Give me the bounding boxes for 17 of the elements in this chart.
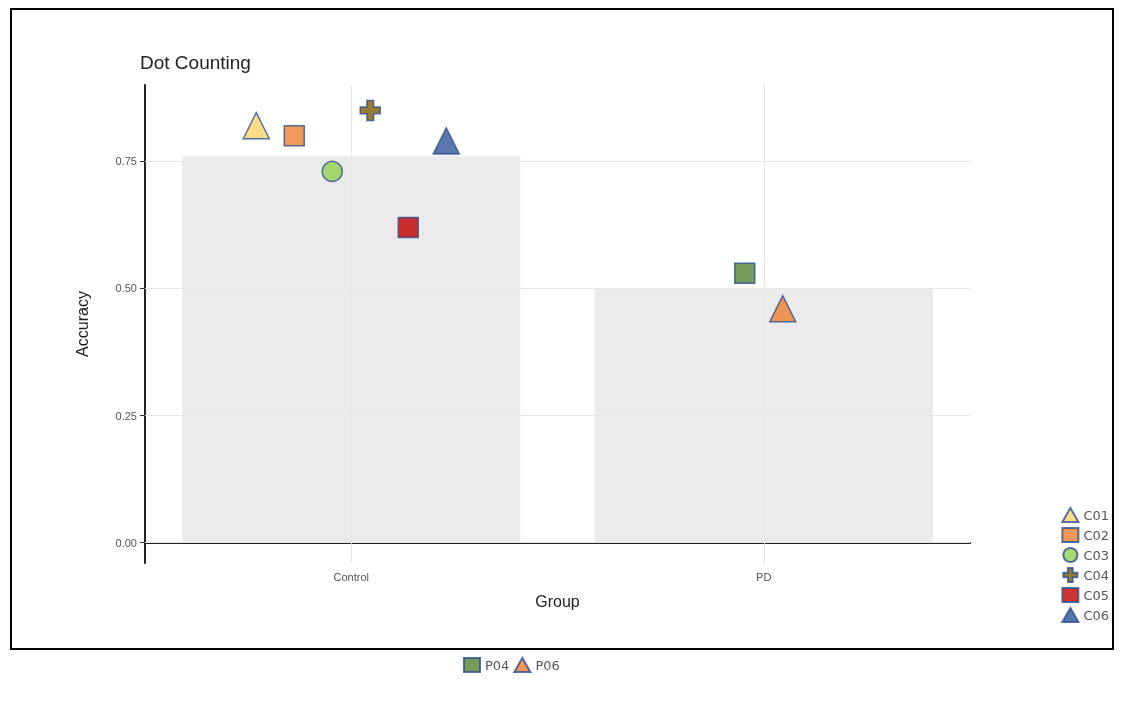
legend-label: C06: [1083, 607, 1110, 623]
legend-label: C05: [1083, 587, 1110, 603]
x-tick-label: PD: [756, 570, 772, 583]
y-axis-title: Accuracy: [73, 291, 91, 357]
y-tick-label: 0.25: [115, 409, 137, 422]
legend-label: C01: [1083, 507, 1110, 523]
legend-label: C02: [1083, 527, 1110, 543]
legend-label: C04: [1083, 567, 1110, 583]
x-tick-label: Control: [333, 570, 369, 583]
legend-label: C03: [1083, 547, 1110, 563]
y-tick-label: 0.50: [115, 282, 137, 295]
legend-label: P06: [535, 657, 560, 673]
y-tick-label: 0.00: [115, 536, 137, 549]
y-tick-label: 0.75: [115, 155, 137, 168]
x-axis-title: Group: [535, 592, 580, 610]
legend-label: P04: [485, 657, 510, 673]
chart-title: Dot Counting: [140, 52, 251, 73]
